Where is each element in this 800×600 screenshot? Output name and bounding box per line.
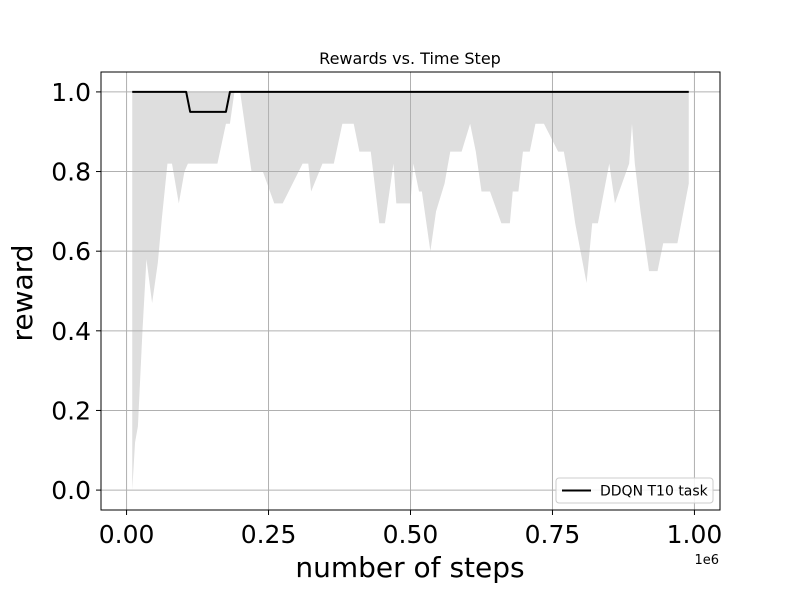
plot-area: 0.00 0.25 0.50 0.75 1.00 0.0 0.2 0.4 0.6 0.8 1.0 DD…	[51, 71, 723, 549]
x-tick-label: 0.50	[383, 520, 439, 549]
legend-box	[555, 477, 714, 504]
x-axis-label: number of steps	[295, 551, 524, 584]
x-tick-label: 1.00	[667, 520, 723, 549]
y-tick-label: 0.2	[51, 396, 91, 425]
x-tick-label: 0.75	[525, 520, 581, 549]
chart-title: Rewards vs. Time Step	[319, 49, 501, 68]
y-tick-label: 1.0	[51, 78, 91, 107]
legend-label: DDQN T10 task	[600, 484, 709, 500]
y-tick-label: 0.8	[51, 158, 91, 187]
y-tick-label: 0.0	[51, 476, 91, 505]
x-tick-label: 0.00	[99, 520, 155, 549]
x-offset-label: 1e6	[694, 553, 719, 568]
y-tick-label: 0.6	[51, 237, 91, 266]
y-tick-label: 0.4	[51, 317, 91, 346]
x-tick-label: 0.25	[241, 520, 297, 549]
y-axis-label: reward	[6, 245, 39, 342]
legend: DDQN T10 task	[555, 477, 714, 504]
series-line-ddqn-t10	[132, 90, 689, 113]
reward-range-band	[132, 91, 689, 491]
